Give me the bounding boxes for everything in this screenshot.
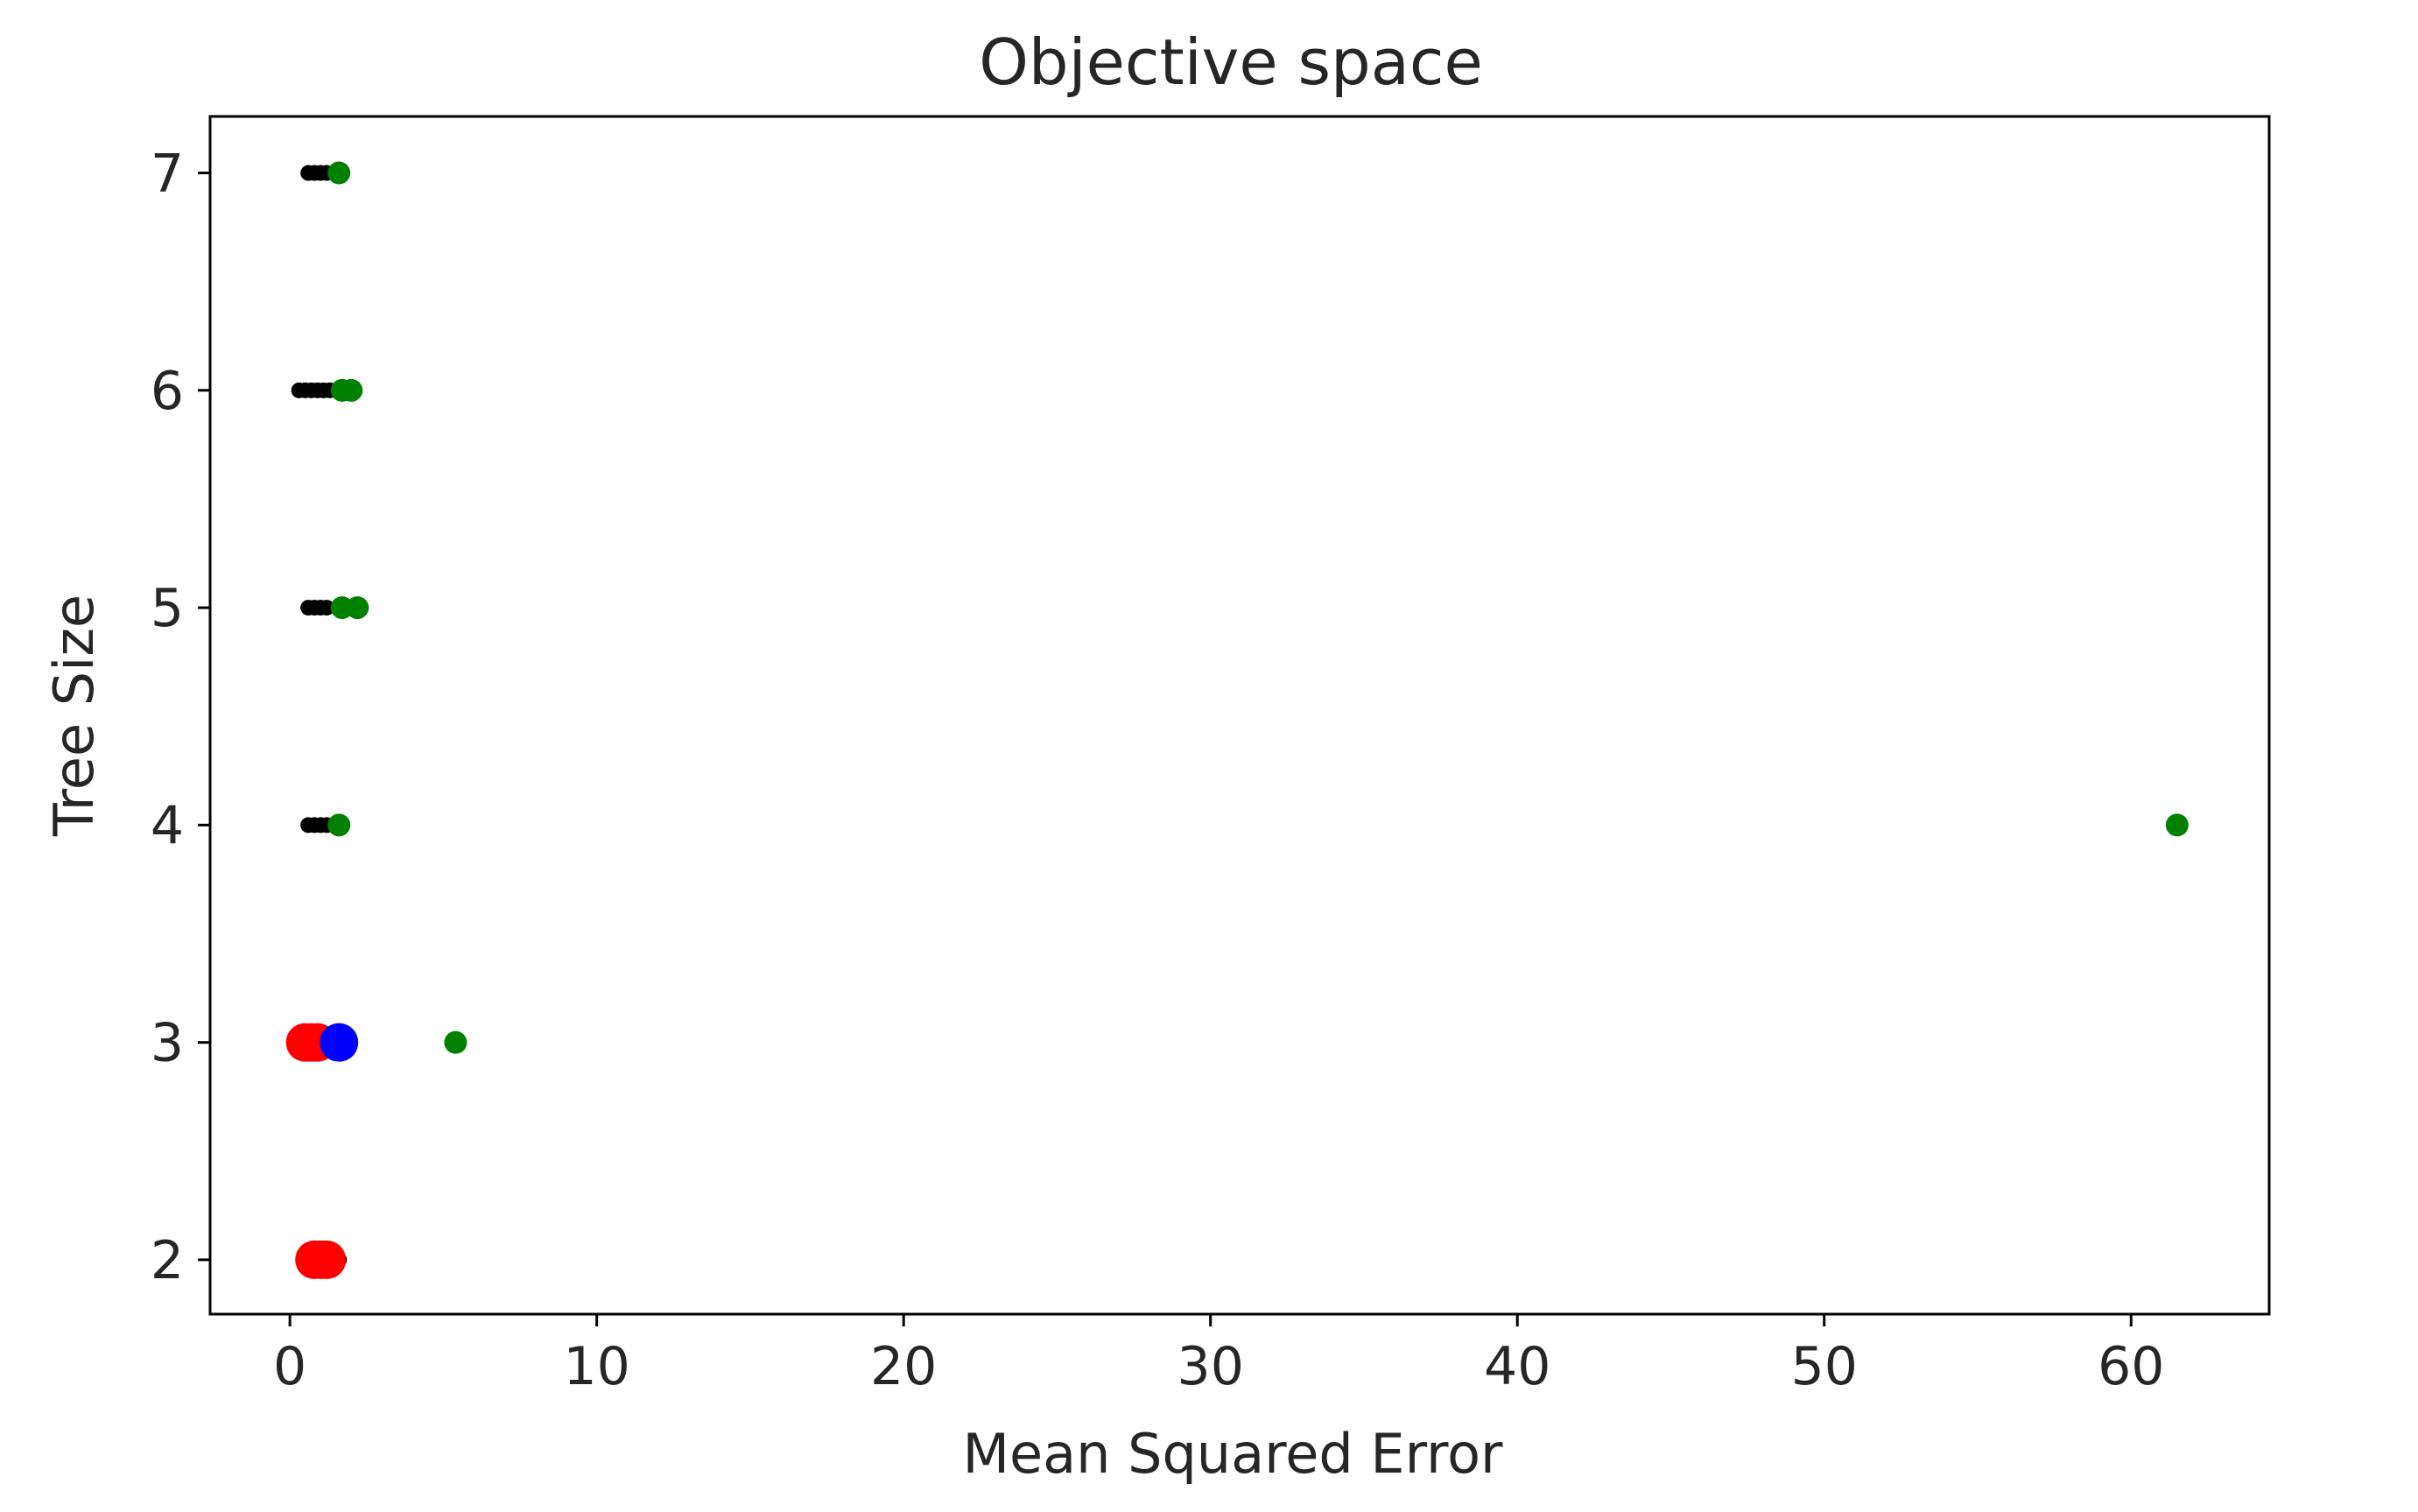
y-tick-label: 2 [151, 1230, 184, 1291]
x-tick-label: 30 [1177, 1336, 1244, 1397]
series-2 [285, 1023, 347, 1279]
x-tick-label: 50 [1791, 1336, 1858, 1397]
series-3 [320, 1023, 359, 1062]
y-axis-label: Tree Size [42, 594, 106, 837]
x-tick-label: 20 [870, 1336, 937, 1397]
x-tick-label: 0 [273, 1336, 306, 1397]
data-point [340, 378, 363, 402]
x-axis-label: Mean Squared Error [962, 1422, 1503, 1486]
y-tick-label: 7 [151, 144, 184, 205]
data-point [346, 596, 369, 620]
data-point [319, 600, 335, 616]
x-tick-label: 10 [563, 1336, 629, 1397]
data-point [320, 1023, 359, 1062]
data-point [307, 1240, 347, 1279]
y-axis-ticks: 2 3 4 5 6 7 [151, 144, 210, 1291]
x-axis-ticks: 0 10 20 30 40 50 60 [273, 1314, 2164, 1397]
plot-area-frame [208, 115, 2271, 1316]
data-point [327, 161, 351, 185]
x-tick-label: 40 [1484, 1336, 1550, 1397]
y-tick-label: 4 [151, 795, 184, 856]
series-1 [327, 161, 2189, 1054]
x-tick-label: 60 [2098, 1336, 2164, 1397]
series-0 [291, 165, 348, 1268]
y-tick-label: 5 [151, 578, 184, 639]
data-marks [285, 161, 2189, 1279]
y-tick-label: 6 [151, 361, 184, 422]
y-tick-label: 3 [151, 1013, 184, 1074]
chart-title: Objective space [979, 25, 1483, 99]
data-point [2165, 813, 2189, 837]
data-point [444, 1030, 467, 1054]
data-point [327, 813, 351, 837]
